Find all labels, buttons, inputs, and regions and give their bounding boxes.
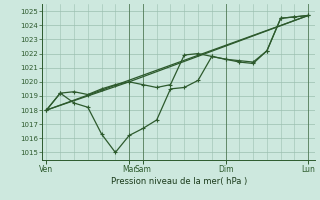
X-axis label: Pression niveau de la mer( hPa ): Pression niveau de la mer( hPa ) (111, 177, 247, 186)
